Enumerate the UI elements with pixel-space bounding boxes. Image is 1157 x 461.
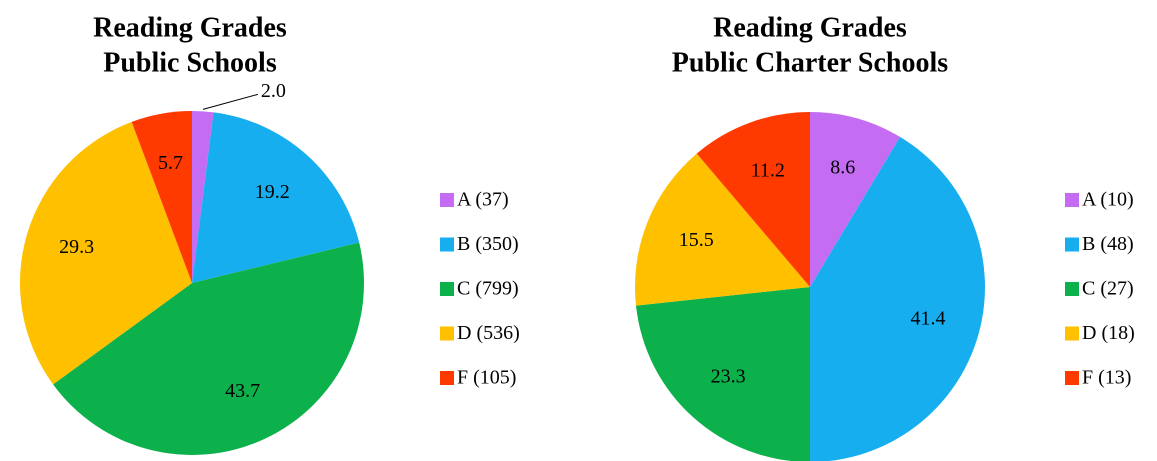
- data-label: 41.4: [911, 307, 946, 329]
- pie-slice: [696, 112, 810, 287]
- legend-swatch: [440, 237, 454, 252]
- legend-label: C (27): [1082, 278, 1134, 300]
- legend-label: B (48): [1082, 233, 1134, 255]
- legend-label: B (350): [457, 233, 519, 255]
- chart-title: Public Schools: [103, 47, 277, 78]
- pie-slice: [192, 112, 360, 284]
- legend-label: D (536): [457, 322, 520, 344]
- data-label: 29.3: [59, 236, 94, 258]
- legend-swatch: [1065, 371, 1079, 385]
- leader-line: [202, 93, 259, 110]
- legend-label: A (37): [457, 189, 509, 211]
- legend-label: A (10): [1082, 189, 1134, 211]
- pie-slice: [53, 242, 365, 455]
- data-label: 43.7: [225, 380, 260, 402]
- legend-swatch: [1065, 193, 1079, 207]
- pie-slice: [635, 287, 810, 461]
- legend-label: F (105): [457, 367, 516, 389]
- legend-swatch: [1065, 282, 1079, 296]
- data-label: 2.0: [261, 80, 286, 102]
- legend-label: F (13): [1082, 367, 1131, 389]
- legend-swatch: [1065, 237, 1079, 252]
- pie-slice: [131, 111, 192, 283]
- pie-slice: [810, 136, 985, 461]
- legend-swatch: [440, 371, 454, 385]
- data-label: 11.2: [751, 160, 785, 182]
- chart-title: Public Charter Schools: [672, 47, 948, 78]
- legend-swatch: [1065, 326, 1079, 341]
- legend-swatch: [440, 193, 454, 207]
- pie-slice: [192, 111, 214, 283]
- legend-label: D (18): [1082, 322, 1135, 344]
- pie-slice: [810, 112, 901, 287]
- legend-swatch: [440, 282, 454, 296]
- pie-slice: [635, 153, 810, 306]
- pie-slice: [20, 121, 193, 385]
- chart-title: Reading Grades: [93, 12, 287, 43]
- data-label: 5.7: [158, 152, 183, 174]
- data-label: 15.5: [679, 229, 714, 251]
- data-label: 19.2: [255, 181, 290, 203]
- legend-swatch: [440, 326, 454, 341]
- chart-title: Reading Grades: [713, 12, 907, 43]
- data-label: 8.6: [830, 157, 855, 179]
- data-label: 23.3: [711, 366, 746, 388]
- legend-label: C (799): [457, 278, 519, 300]
